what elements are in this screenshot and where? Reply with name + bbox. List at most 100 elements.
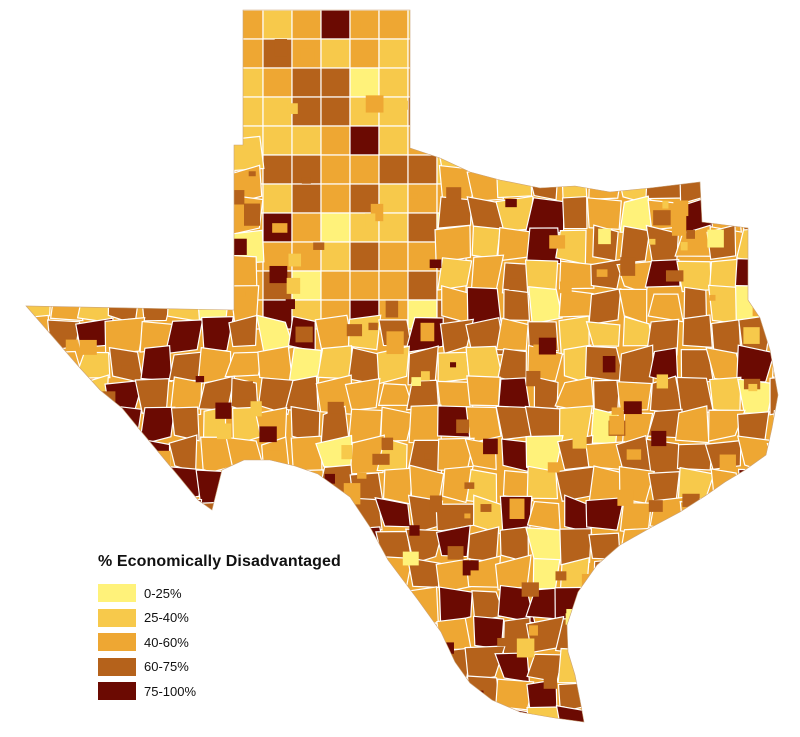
county bbox=[707, 619, 742, 649]
district-patch bbox=[400, 100, 408, 110]
district-patch bbox=[81, 724, 93, 735]
county bbox=[645, 587, 681, 622]
legend-label: 0-25% bbox=[144, 585, 182, 601]
county bbox=[26, 705, 55, 722]
county bbox=[648, 557, 685, 596]
county bbox=[26, 348, 55, 378]
district-patch bbox=[350, 699, 362, 707]
county bbox=[349, 38, 380, 69]
district-patch bbox=[549, 235, 566, 249]
district-patch bbox=[244, 203, 261, 226]
district-patch bbox=[50, 683, 64, 695]
county bbox=[647, 705, 681, 722]
district-patch bbox=[84, 110, 99, 120]
county bbox=[233, 38, 264, 69]
county bbox=[497, 141, 529, 174]
county bbox=[765, 707, 778, 722]
county bbox=[434, 224, 472, 264]
county bbox=[407, 38, 438, 69]
district-patch bbox=[56, 725, 65, 735]
county bbox=[140, 345, 173, 383]
district-patch bbox=[753, 528, 770, 543]
county bbox=[48, 259, 85, 296]
county bbox=[710, 704, 745, 722]
county bbox=[495, 317, 529, 352]
county bbox=[316, 345, 353, 380]
county bbox=[772, 405, 778, 440]
county bbox=[771, 500, 778, 532]
county bbox=[768, 290, 778, 326]
district-patch bbox=[752, 655, 760, 664]
county bbox=[135, 227, 175, 257]
county bbox=[675, 616, 708, 656]
county bbox=[167, 230, 200, 266]
county bbox=[320, 212, 351, 243]
county bbox=[45, 499, 79, 532]
county bbox=[645, 680, 680, 715]
county bbox=[262, 125, 293, 156]
district-patch bbox=[52, 117, 59, 128]
district-patch bbox=[646, 33, 664, 45]
district-patch bbox=[448, 93, 457, 99]
county bbox=[169, 376, 203, 416]
county bbox=[742, 681, 775, 708]
district-patch bbox=[68, 376, 81, 390]
county bbox=[558, 288, 594, 318]
county bbox=[290, 706, 323, 722]
district-patch bbox=[369, 555, 379, 564]
district-patch bbox=[680, 242, 688, 251]
district-patch bbox=[765, 590, 772, 596]
county bbox=[378, 241, 409, 272]
district-patch bbox=[776, 48, 778, 65]
county bbox=[136, 471, 170, 506]
county bbox=[318, 496, 352, 532]
district-patch bbox=[385, 300, 399, 318]
district-patch bbox=[753, 600, 768, 615]
district-patch bbox=[367, 695, 384, 714]
county bbox=[674, 647, 713, 679]
county bbox=[26, 646, 53, 678]
district-patch bbox=[121, 365, 132, 377]
county bbox=[201, 170, 236, 200]
legend-swatch bbox=[98, 682, 136, 701]
county bbox=[709, 376, 742, 415]
district-patch bbox=[770, 49, 778, 60]
county bbox=[437, 257, 473, 291]
county bbox=[320, 125, 351, 156]
county bbox=[166, 286, 205, 323]
district-patch bbox=[711, 76, 722, 86]
county bbox=[349, 125, 380, 156]
county bbox=[345, 586, 384, 620]
texas-state-outline bbox=[25, 9, 779, 723]
district-patch bbox=[365, 213, 376, 228]
district-patch bbox=[157, 188, 165, 196]
county bbox=[736, 593, 775, 623]
county bbox=[316, 706, 352, 722]
district-patch bbox=[559, 281, 572, 294]
county bbox=[407, 708, 444, 722]
county bbox=[734, 285, 770, 324]
county bbox=[618, 556, 653, 591]
district-patch bbox=[714, 682, 728, 693]
county bbox=[349, 154, 380, 185]
county bbox=[344, 617, 379, 653]
county bbox=[140, 498, 173, 530]
county bbox=[45, 711, 82, 722]
county bbox=[376, 679, 415, 709]
county bbox=[48, 587, 80, 625]
district-patch bbox=[86, 500, 95, 511]
district-patch bbox=[779, 557, 795, 573]
county bbox=[26, 167, 52, 204]
district-patch bbox=[754, 121, 764, 128]
district-patch bbox=[343, 483, 361, 505]
county bbox=[284, 497, 326, 533]
county bbox=[197, 195, 229, 236]
county bbox=[584, 648, 619, 685]
district-patch bbox=[733, 660, 750, 676]
district-patch bbox=[155, 273, 173, 291]
county bbox=[49, 526, 82, 564]
county bbox=[378, 183, 409, 214]
district-patch bbox=[135, 712, 150, 722]
county bbox=[170, 406, 200, 442]
county bbox=[79, 434, 108, 476]
